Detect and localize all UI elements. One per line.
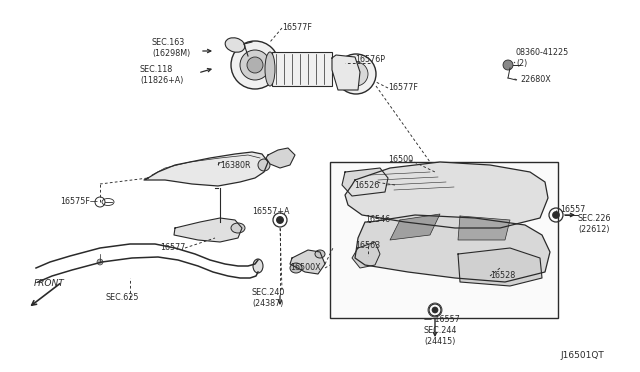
Polygon shape — [458, 248, 542, 286]
Polygon shape — [342, 168, 388, 196]
Text: 16500: 16500 — [388, 155, 413, 164]
Polygon shape — [144, 152, 268, 186]
Circle shape — [432, 307, 438, 313]
Text: 16557+A: 16557+A — [252, 208, 289, 217]
Polygon shape — [332, 55, 360, 90]
Polygon shape — [355, 215, 550, 282]
Text: SEC.118
(11826+A): SEC.118 (11826+A) — [140, 65, 184, 85]
Text: 16563: 16563 — [355, 241, 380, 250]
Bar — [330, 162, 558, 318]
Text: 22680X: 22680X — [520, 76, 551, 84]
Text: FRONT: FRONT — [34, 279, 65, 289]
Polygon shape — [266, 148, 295, 168]
Circle shape — [258, 159, 270, 171]
Circle shape — [247, 57, 263, 73]
Circle shape — [97, 259, 103, 265]
Ellipse shape — [315, 250, 325, 258]
Circle shape — [503, 60, 513, 70]
Polygon shape — [345, 162, 548, 228]
Text: — 16557: — 16557 — [424, 315, 460, 324]
Text: SEC.244
(24415): SEC.244 (24415) — [424, 326, 458, 346]
Text: SEC.240
(24387): SEC.240 (24387) — [252, 288, 285, 308]
Circle shape — [552, 212, 559, 218]
Text: 16380R: 16380R — [220, 160, 250, 170]
Circle shape — [344, 62, 368, 86]
Polygon shape — [290, 250, 325, 274]
Text: 16526: 16526 — [354, 180, 380, 189]
Text: 16575F—: 16575F— — [60, 198, 98, 206]
Text: J16501QT: J16501QT — [560, 352, 604, 360]
Text: 16557: 16557 — [560, 205, 586, 215]
Polygon shape — [458, 216, 510, 240]
Text: SEC.163
(16298M): SEC.163 (16298M) — [152, 38, 190, 58]
Ellipse shape — [265, 52, 275, 86]
Polygon shape — [352, 242, 380, 268]
Circle shape — [240, 50, 270, 80]
Ellipse shape — [290, 263, 302, 273]
Text: SEC.625: SEC.625 — [106, 294, 140, 302]
Text: 16546: 16546 — [365, 215, 390, 224]
Polygon shape — [174, 218, 242, 242]
Circle shape — [336, 54, 376, 94]
Text: 16576P: 16576P — [355, 55, 385, 64]
Ellipse shape — [231, 223, 245, 233]
Text: 16577: 16577 — [160, 244, 186, 253]
Text: 16577F: 16577F — [388, 83, 418, 93]
Ellipse shape — [253, 259, 263, 273]
Text: 16577F: 16577F — [282, 23, 312, 32]
Text: 16500X: 16500X — [290, 263, 321, 273]
Text: 16528: 16528 — [490, 272, 515, 280]
Circle shape — [231, 41, 279, 89]
Polygon shape — [390, 214, 440, 240]
Ellipse shape — [225, 38, 245, 52]
Text: SEC.226
(22612): SEC.226 (22612) — [578, 214, 611, 234]
Circle shape — [276, 217, 284, 224]
Bar — [272, 52, 332, 86]
Text: 08360-41225
(2): 08360-41225 (2) — [516, 48, 569, 68]
